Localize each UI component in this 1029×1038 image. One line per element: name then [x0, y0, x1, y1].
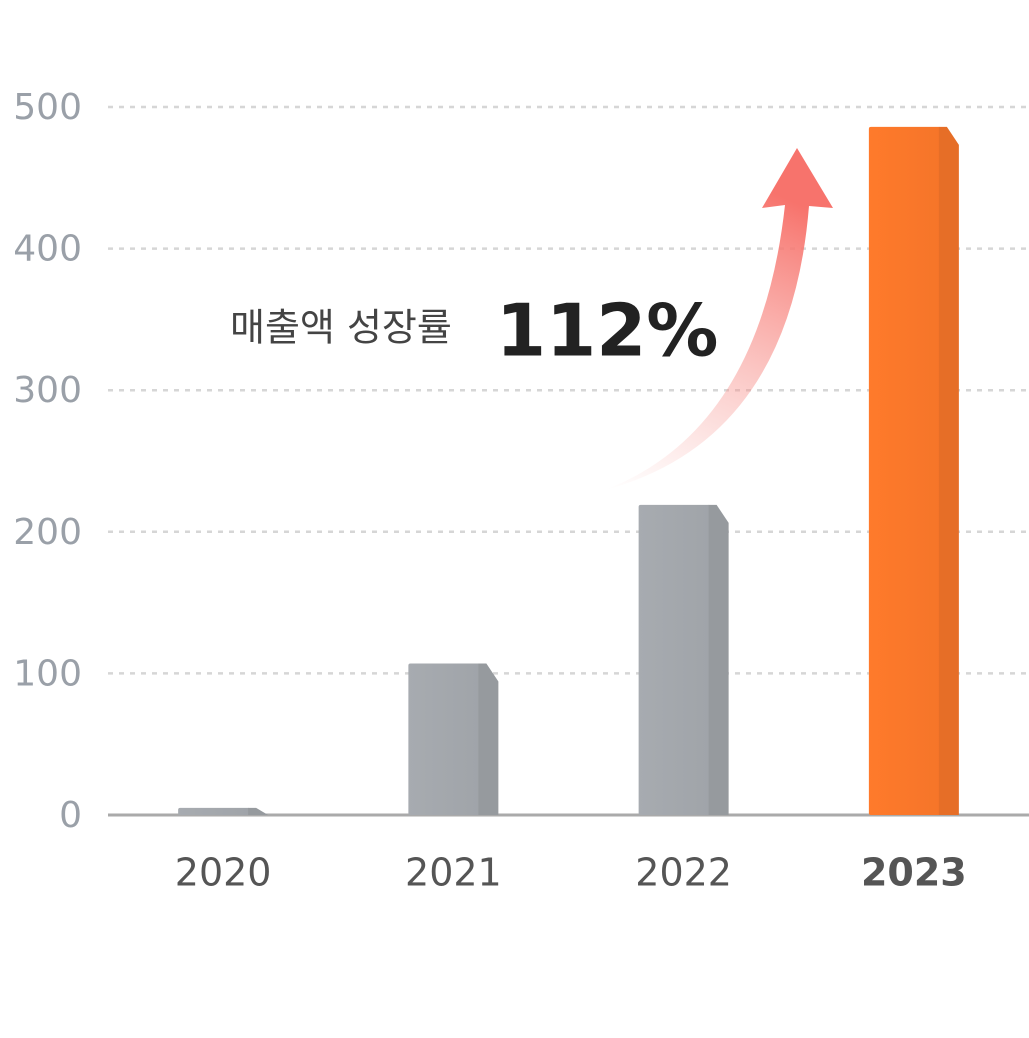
bar-side: [248, 807, 269, 815]
x-tick-label: 2023: [861, 851, 967, 895]
bar-side: [478, 663, 499, 815]
x-tick-label: 2022: [635, 851, 732, 895]
y-tick-label: 200: [13, 512, 82, 553]
annotation-value: 112%: [496, 289, 718, 373]
bar-side: [708, 504, 729, 815]
y-tick-label: 300: [13, 370, 82, 411]
plot: 0 100 200 300 400 500 2020 2021 2022 2023: [13, 87, 1029, 895]
bar: [408, 663, 481, 815]
growth-arrow: [605, 148, 833, 490]
bar-side: [938, 126, 959, 816]
x-tick-label: 2021: [405, 851, 502, 895]
y-tick-label: 500: [13, 87, 82, 128]
annotation-label: 매출액 성장률: [230, 306, 452, 350]
y-tick-label: 0: [59, 795, 82, 836]
x-tick-label: 2020: [175, 851, 272, 895]
y-tick-label: 100: [13, 653, 82, 694]
bar: [178, 807, 251, 815]
bar: [868, 126, 941, 816]
bar: [638, 504, 711, 815]
y-tick-label: 400: [13, 229, 82, 270]
